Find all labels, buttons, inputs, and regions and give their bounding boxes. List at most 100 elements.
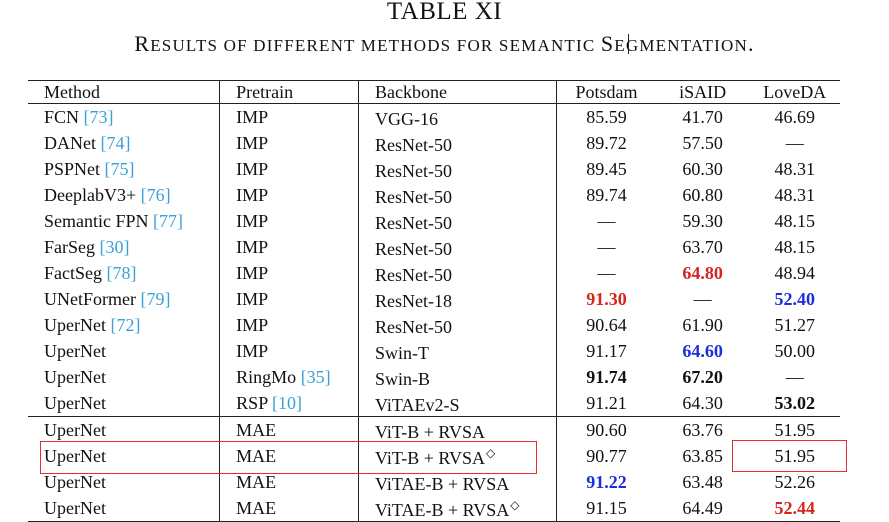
cell-isaid: 61.90 <box>682 314 723 335</box>
cell-method: FCN [73] <box>28 104 220 131</box>
cell-loveda: 51.95 <box>749 416 840 443</box>
cell-isaid: 60.80 <box>682 184 723 205</box>
citation-link[interactable]: [75] <box>104 158 135 179</box>
table-row: FactSeg [78] IMP ResNet-50 — 64.80 48.94 <box>28 260 840 286</box>
cell-method: UperNet <box>28 469 220 495</box>
cell-loveda: 48.15 <box>774 210 815 231</box>
cell-backbone: ResNet-50 <box>358 182 557 208</box>
citation-link[interactable]: [78] <box>106 262 137 283</box>
cell-isaid: 64.49 <box>655 495 750 522</box>
cell-backbone: Swin-B <box>358 364 557 390</box>
cell-loveda: — <box>785 366 804 387</box>
cell-method: UperNet <box>28 416 220 443</box>
cell-isaid: 67.20 <box>682 366 723 387</box>
method-name: PSPNet <box>44 158 105 179</box>
backbone-name: ViTAE-B + RVSA <box>375 500 510 520</box>
cell-potsdam: 90.60 <box>556 416 656 443</box>
pretrain-name: IMP <box>236 314 269 335</box>
cell-isaid: — <box>693 288 712 309</box>
backbone-name: ViT-B + RVSA <box>375 422 486 442</box>
cell-potsdam: — <box>556 234 656 260</box>
text-cursor <box>628 34 629 54</box>
table-row: UperNet IMP Swin-T 91.17 64.60 50.00 <box>28 338 840 364</box>
method-name: UNetFormer <box>44 288 141 309</box>
table-caption: RESULTS OF DIFFERENT METHODS FOR SEMANTI… <box>134 31 755 56</box>
cell-loveda: 48.31 <box>774 158 815 179</box>
pretrain-name: MAE <box>236 445 277 466</box>
cell-isaid: 63.76 <box>655 416 750 443</box>
pretrain-name: RingMo <box>236 366 301 387</box>
pretrain-name: IMP <box>236 340 269 361</box>
cell-backbone: ResNet-18 <box>358 286 557 312</box>
cell-potsdam: 89.72 <box>556 130 656 156</box>
pretrain-name: IMP <box>236 132 269 153</box>
cell-method: DANet [74] <box>28 130 220 156</box>
method-name: DANet <box>44 132 101 153</box>
citation-link[interactable]: [35] <box>300 366 331 387</box>
table-row: UperNet [72] IMP ResNet-50 90.64 61.90 51.27 <box>28 312 840 338</box>
table-row: UperNet MAE ViTAE-B + RVSA◇ 91.15 64.49 52.44 <box>28 495 840 522</box>
cell-isaid: 41.70 <box>682 106 723 127</box>
cell-backbone: ResNet-50 <box>358 208 557 234</box>
cell-backbone: ViTAEv2-S <box>358 390 557 417</box>
results-table: Method Pretrain Backbone Potsdam iSAID L… <box>28 80 840 522</box>
backbone-name: ViTAE-B + RVSA <box>375 474 510 494</box>
cell-loveda: 52.40 <box>774 288 815 309</box>
backbone-name: ViTAEv2-S <box>375 395 460 415</box>
citation-link[interactable]: [76] <box>140 184 171 205</box>
cell-pretrain: IMP <box>219 312 359 338</box>
highlight-box-method-row <box>40 441 537 474</box>
cell-loveda: 48.15 <box>774 236 815 257</box>
backbone-name: ResNet-50 <box>375 187 452 207</box>
table-title: TABLE XI <box>386 0 503 25</box>
table-row: UperNet MAE ViT-B + RVSA 90.60 63.76 51.95 <box>28 416 840 443</box>
citation-link[interactable]: [72] <box>110 314 141 335</box>
pretrain-name: RSP <box>236 392 273 413</box>
backbone-name: ResNet-50 <box>375 239 452 259</box>
method-name: FarSeg <box>44 236 100 257</box>
cell-isaid: 63.85 <box>682 445 723 466</box>
citation-link[interactable]: [74] <box>100 132 131 153</box>
cell-method: UperNet <box>28 495 220 522</box>
cell-pretrain: IMP <box>219 234 359 260</box>
col-header-loveda: LoveDA <box>763 81 827 102</box>
method-name: UperNet <box>44 366 106 387</box>
cell-method: UperNet <box>28 390 220 417</box>
cell-pretrain: IMP <box>219 338 359 364</box>
cell-backbone: VGG-16 <box>358 103 557 130</box>
pretrain-name: IMP <box>236 288 269 309</box>
citation-link[interactable]: [10] <box>272 392 303 413</box>
table-row: UperNet MAE ViT-B + RVSA◇ 90.77 63.85 51.95 <box>28 443 840 469</box>
pretrain-name: IMP <box>236 106 269 127</box>
cell-potsdam: 91.17 <box>556 338 656 364</box>
pretrain-name: IMP <box>236 262 269 283</box>
backbone-name: ResNet-50 <box>375 213 452 233</box>
table-row: UNetFormer [79] IMP ResNet-18 91.30 — 52.40 <box>28 286 840 312</box>
cell-isaid: 64.80 <box>682 262 723 283</box>
cell-method: PSPNet [75] <box>28 156 220 182</box>
citation-link[interactable]: [30] <box>99 236 130 257</box>
citation-link[interactable]: [79] <box>140 288 171 309</box>
citation-link[interactable]: [77] <box>153 210 184 231</box>
backbone-name: ResNet-50 <box>375 317 452 337</box>
cell-isaid: 63.48 <box>682 471 723 492</box>
col-header-isaid: iSAID <box>679 81 727 102</box>
cell-loveda: 51.95 <box>774 445 815 466</box>
method-name: FCN <box>44 106 84 127</box>
cell-backbone: ResNet-50 <box>358 260 557 286</box>
cell-pretrain: IMP <box>219 286 359 312</box>
cell-potsdam: 89.45 <box>556 156 656 182</box>
cell-loveda: 48.31 <box>774 184 815 205</box>
table-header-row: Method Pretrain Backbone Potsdam iSAID L… <box>28 80 840 104</box>
cell-backbone: Swin-T <box>358 338 557 364</box>
cell-loveda: — <box>785 132 804 153</box>
cell-isaid: 63.70 <box>682 236 723 257</box>
highlight-box-loveda-value <box>732 440 847 472</box>
citation-link[interactable]: [73] <box>83 106 114 127</box>
method-name: UperNet <box>44 314 111 335</box>
cell-method: FarSeg [30] <box>28 234 220 260</box>
method-name: FactSeg <box>44 262 107 283</box>
cell-potsdam: 91.74 <box>556 364 656 390</box>
backbone-name: ViT-B + RVSA <box>375 448 486 468</box>
cell-pretrain: RingMo [35] <box>219 364 359 390</box>
